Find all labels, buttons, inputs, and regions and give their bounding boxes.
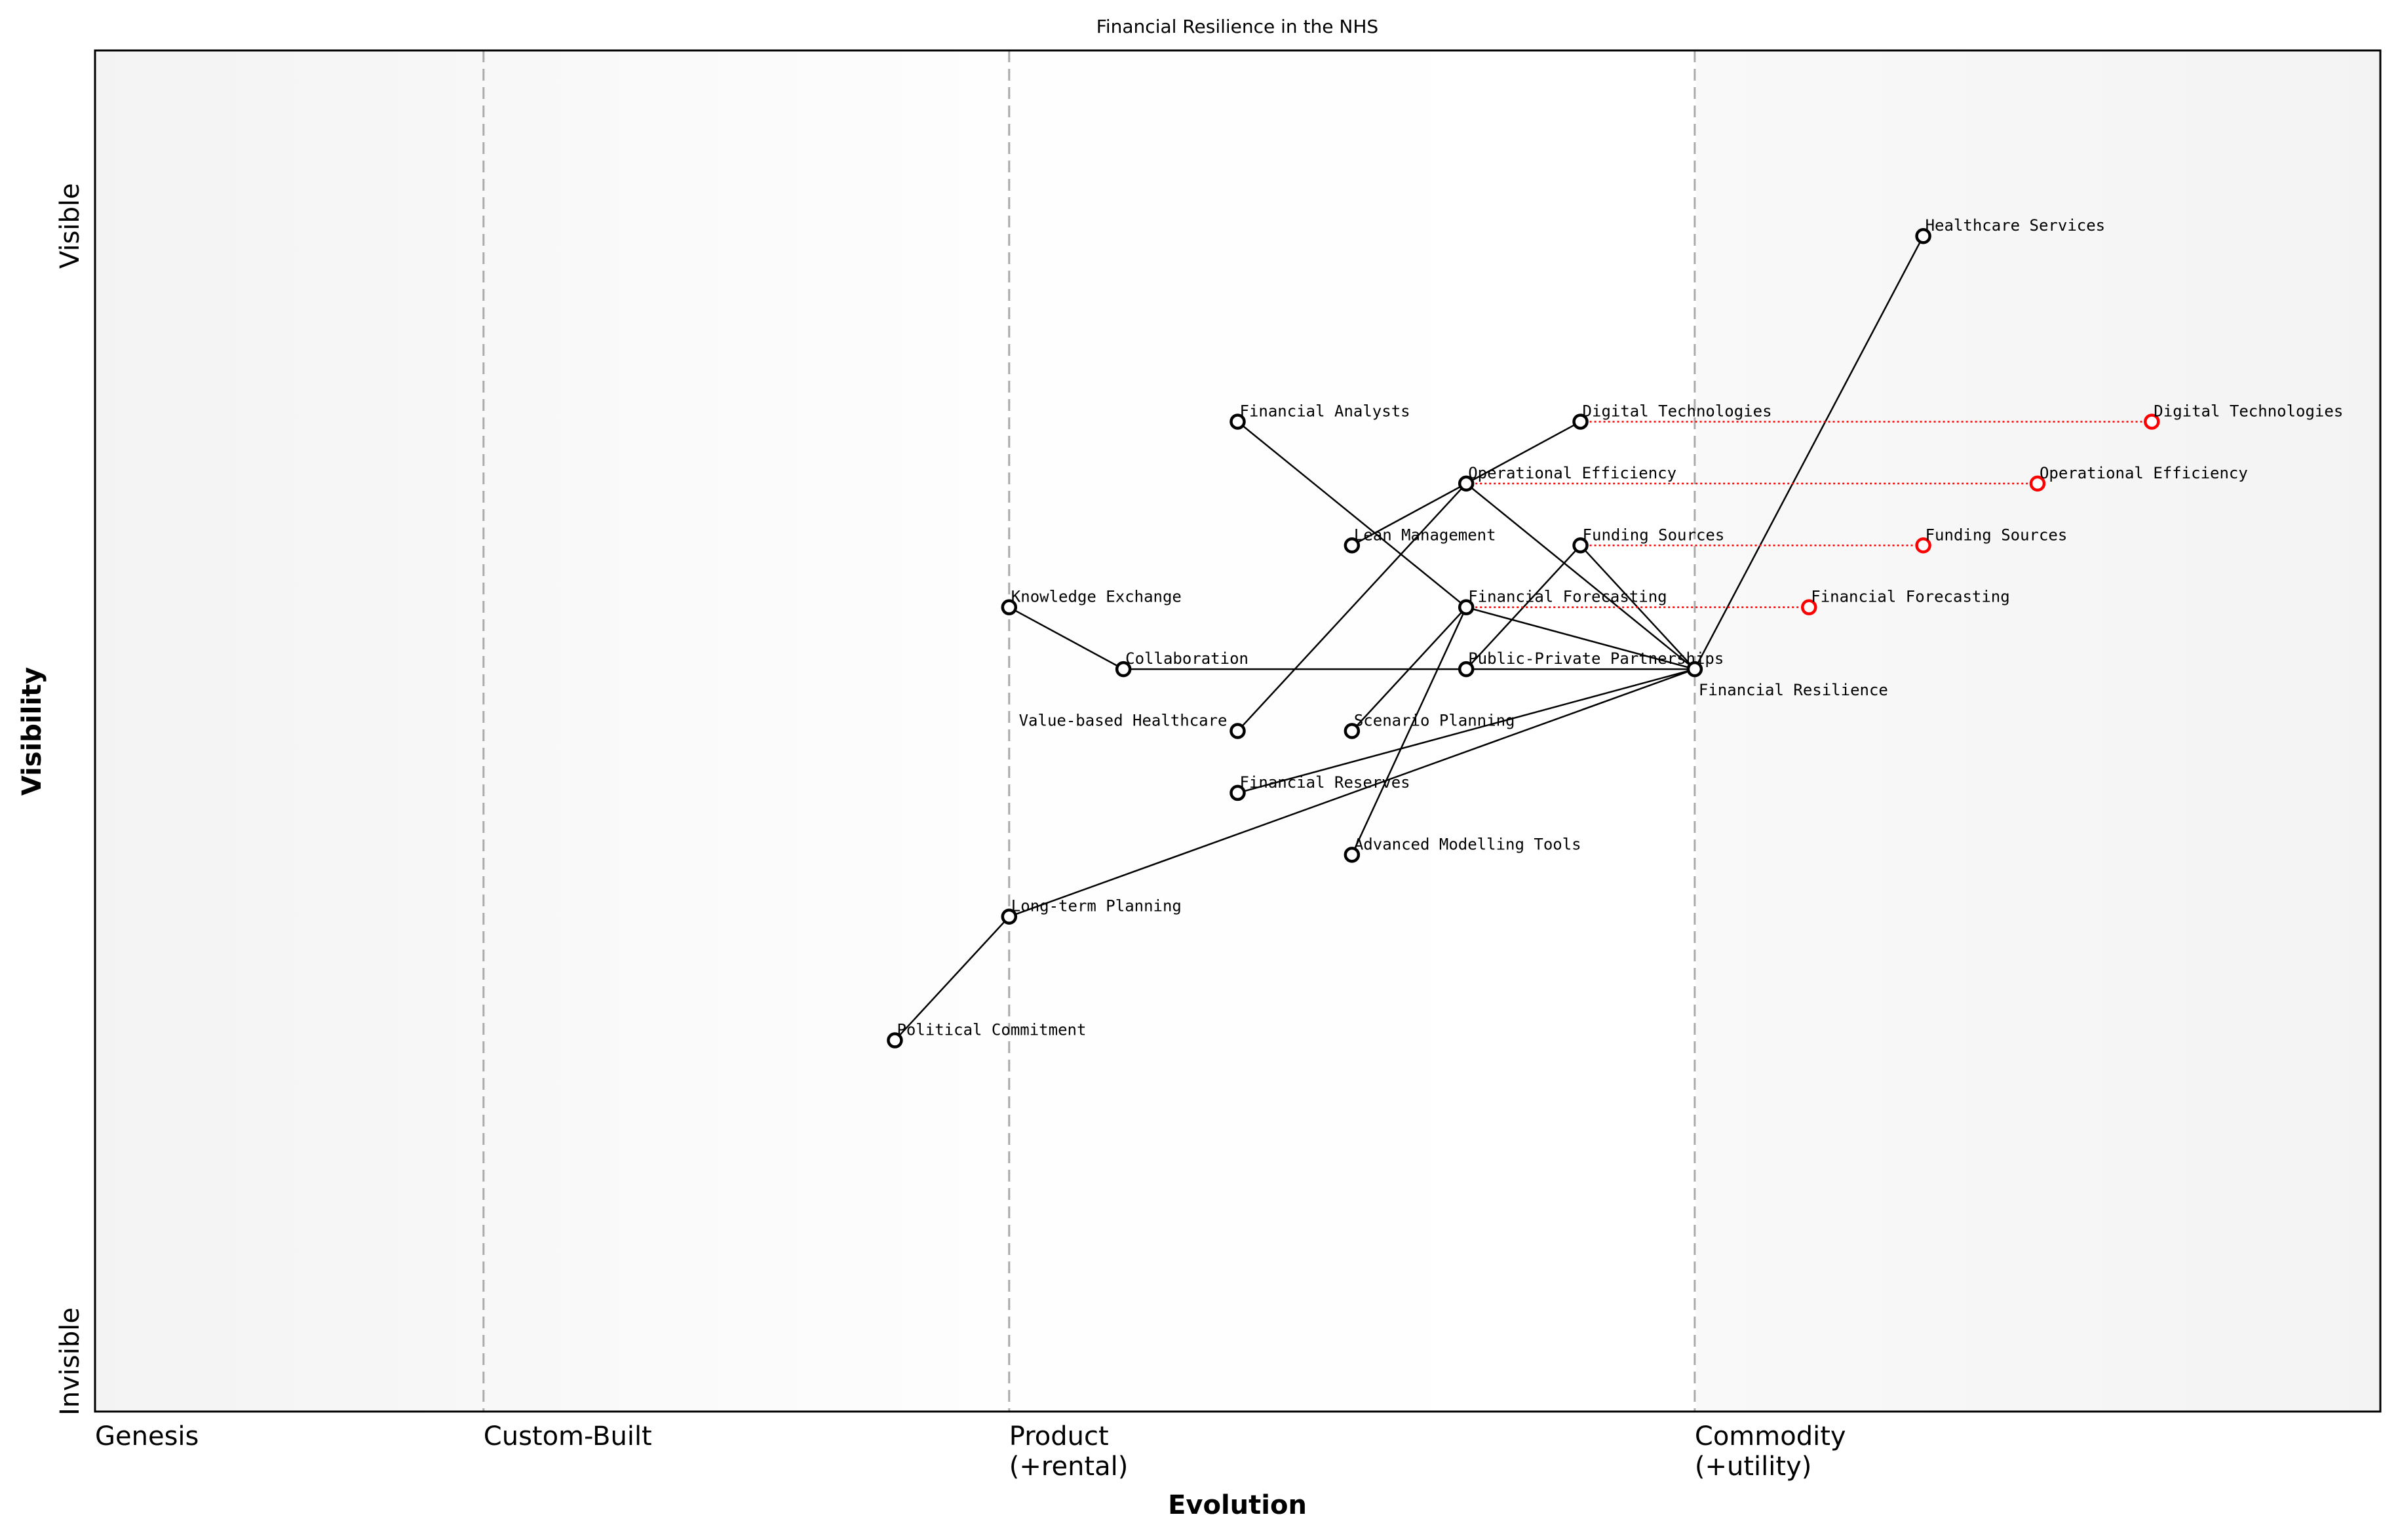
y-bottom-label: Invisible <box>55 1307 85 1415</box>
node-advanced-modelling-tools <box>1344 847 1361 863</box>
stage-label-custom-built: Custom-Built <box>484 1421 652 1452</box>
label-operational-efficiency: Operational Efficiency <box>1468 464 1676 482</box>
stage-label-genesis: Genesis <box>95 1421 199 1452</box>
label-healthcare-services: Healthcare Services <box>1926 216 2106 235</box>
link-operational-efficiency-to-lean-management <box>1351 482 1467 547</box>
label-financial-resilience: Financial Resilience <box>1699 681 1888 699</box>
node-digital-technologies <box>1572 414 1589 430</box>
link-financial-forecasting-to-advanced-modelling-tools <box>1351 607 1467 855</box>
evolved-node-operational-efficiency <box>2029 475 2046 492</box>
node-scenario-planning <box>1344 723 1361 739</box>
evolved-node-funding-sources <box>1915 537 1931 554</box>
link-financial-forecasting-to-financial-resilience <box>1465 606 1695 670</box>
label-knowledge-exchange: Knowledge Exchange <box>1011 588 1182 606</box>
evolved-node-digital-technologies <box>2144 414 2160 430</box>
label-long-term-planning: Long-term Planning <box>1011 897 1182 915</box>
link-financial-analysts-to-financial-forecasting <box>1237 421 1467 608</box>
node-financial-forecasting <box>1458 599 1475 615</box>
evolved-label-operational-efficiency: Operational Efficiency <box>2040 464 2248 482</box>
node-financial-reserves <box>1229 784 1246 801</box>
node-value-based-healthcare <box>1229 723 1246 739</box>
label-funding-sources: Funding Sources <box>1583 526 1725 544</box>
stage-label-commodity: Commodity (+utility) <box>1695 1421 1846 1482</box>
y-top-label: Visible <box>55 183 85 269</box>
link-digital-technologies-to-operational-efficiency <box>1465 421 1581 484</box>
link-long-term-planning-to-political-commitment <box>894 915 1010 1041</box>
node-funding-sources <box>1572 537 1589 554</box>
link-funding-sources-to-public-private-partnerships <box>1465 545 1581 670</box>
label-collaboration: Collaboration <box>1125 649 1248 668</box>
link-financial-resilience-to-long-term-planning <box>1009 668 1695 917</box>
node-long-term-planning <box>1001 908 1018 925</box>
node-healthcare-services <box>1915 227 1931 244</box>
evolved-label-financial-forecasting: Financial Forecasting <box>1811 588 2009 606</box>
label-advanced-modelling-tools: Advanced Modelling Tools <box>1354 835 1581 853</box>
label-financial-reserves: Financial Reserves <box>1240 773 1410 792</box>
node-lean-management <box>1344 537 1361 554</box>
label-digital-technologies: Digital Technologies <box>1583 402 1772 420</box>
node-public-private-partnerships <box>1458 661 1475 678</box>
evolved-label-funding-sources: Funding Sources <box>1926 526 2068 544</box>
node-knowledge-exchange <box>1001 599 1018 615</box>
link-operational-efficiency-to-value-based-healthcare <box>1237 483 1467 732</box>
label-scenario-planning: Scenario Planning <box>1354 712 1515 730</box>
label-financial-analysts: Financial Analysts <box>1240 402 1410 420</box>
node-collaboration <box>1115 661 1132 678</box>
node-financial-analysts <box>1229 414 1246 430</box>
x-axis-label: Evolution <box>1168 1490 1307 1520</box>
evolved-label-digital-technologies: Digital Technologies <box>2154 402 2343 420</box>
node-operational-efficiency <box>1458 475 1475 492</box>
evolved-node-financial-forecasting <box>1801 599 1817 615</box>
stage-label-product: Product (+rental) <box>1009 1421 1129 1482</box>
link-financial-resilience-to-financial-reserves <box>1237 668 1695 794</box>
plot-frame <box>94 49 2382 1413</box>
link-operational-efficiency-to-financial-resilience <box>1465 482 1695 670</box>
label-financial-forecasting: Financial Forecasting <box>1468 588 1667 606</box>
node-political-commitment <box>887 1032 903 1049</box>
link-knowledge-exchange-to-collaboration <box>1009 606 1124 670</box>
y-axis-label: Visibility <box>17 667 47 796</box>
label-political-commitment: Political Commitment <box>897 1021 1086 1039</box>
label-lean-management: Lean Management <box>1354 526 1496 544</box>
chart-title: Financial Resilience in the NHS <box>1096 16 1378 37</box>
label-public-private-partnerships: Public-Private Partnerships <box>1468 649 1724 668</box>
label-value-based-healthcare: Value-based Healthcare <box>1019 712 1228 730</box>
link-healthcare-services-to-financial-resilience <box>1694 235 1924 670</box>
node-financial-resilience <box>1686 661 1703 678</box>
